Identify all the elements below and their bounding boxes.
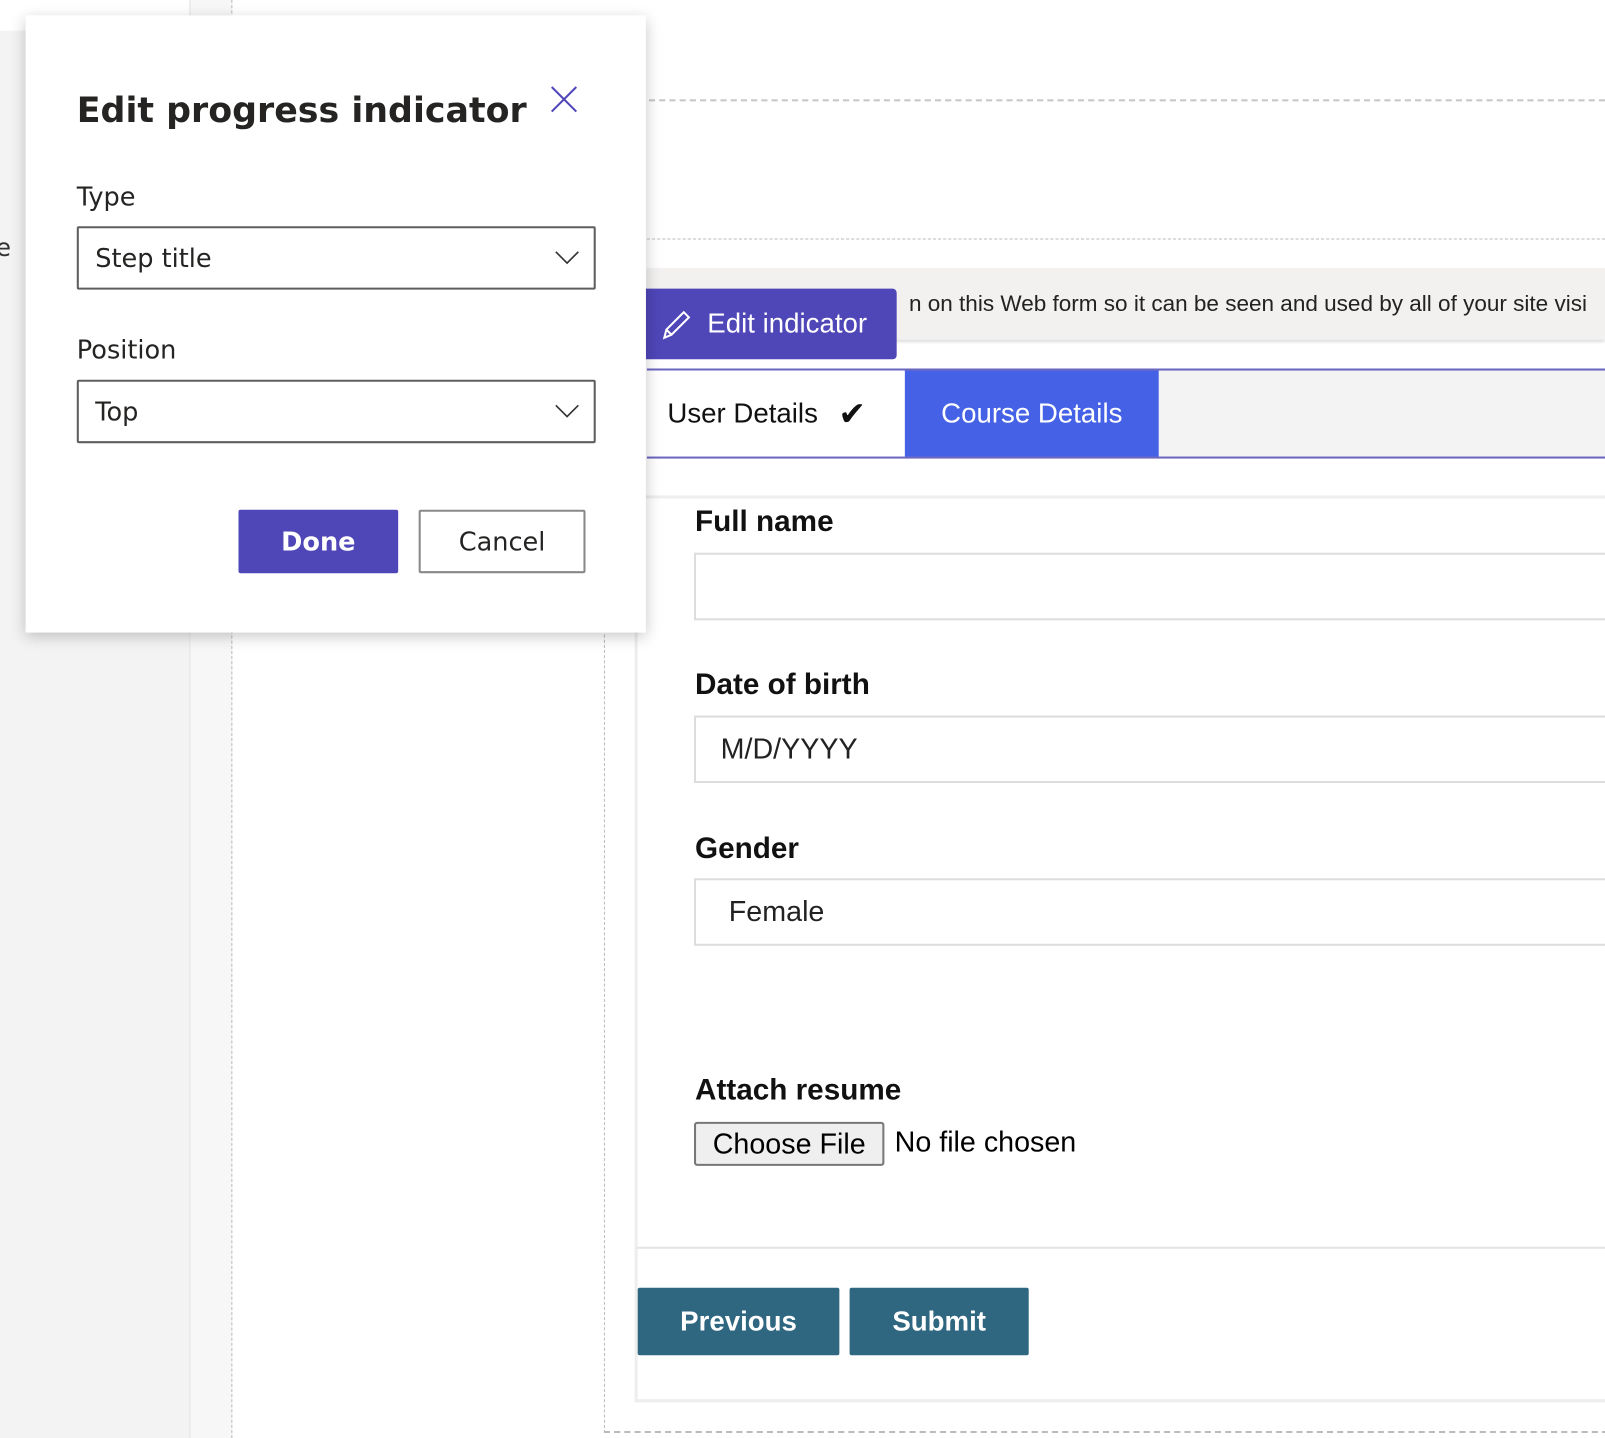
step-user-details[interactable]: User Details ✔ [646, 370, 905, 457]
step-label: Course Details [941, 397, 1123, 429]
choose-file-button[interactable]: Choose File [694, 1121, 885, 1166]
close-icon [550, 86, 578, 113]
edit-indicator-label: Edit indicator [707, 308, 868, 339]
chevron-down-icon [555, 404, 579, 418]
done-button[interactable]: Done [238, 509, 399, 574]
step-label: User Details [667, 397, 818, 429]
progress-indicator: User Details ✔ Course Details [646, 368, 1605, 459]
section-divider [648, 99, 1605, 102]
chevron-down-icon [555, 251, 579, 265]
dob-label: Date of birth [695, 668, 870, 702]
type-label: Type [76, 182, 136, 212]
gender-label: Gender [695, 832, 799, 865]
cancel-button[interactable]: Cancel [418, 509, 586, 574]
position-value: Top [95, 396, 139, 427]
dob-input[interactable]: M/D/YYYY [694, 715, 1605, 784]
info-banner-text: n on this Web form so it can be seen and… [908, 290, 1587, 317]
pencil-icon [662, 310, 691, 340]
full-name-input[interactable] [694, 552, 1605, 621]
previous-button[interactable]: Previous [637, 1287, 840, 1356]
step-course-details[interactable]: Course Details [904, 370, 1159, 457]
dialog-title: Edit progress indicator [76, 90, 527, 132]
position-label: Position [76, 334, 177, 365]
section-divider [646, 238, 1605, 240]
form-container [634, 495, 1605, 1403]
left-panel-text: e [0, 233, 11, 262]
position-dropdown[interactable]: Top [76, 379, 596, 444]
edit-indicator-button[interactable]: Edit indicator [645, 288, 897, 360]
type-dropdown[interactable]: Step title [76, 226, 596, 290]
checkmark-icon: ✔ [838, 395, 866, 432]
file-status: No file chosen [894, 1125, 1077, 1158]
edit-progress-indicator-dialog: Edit progress indicator Type Step title … [25, 15, 646, 633]
resume-label: Attach resume [695, 1073, 902, 1107]
submit-button[interactable]: Submit [849, 1287, 1029, 1356]
full-name-label: Full name [695, 505, 834, 539]
gender-select[interactable]: Female [694, 878, 1605, 946]
type-value: Step title [95, 243, 212, 273]
close-button[interactable] [548, 83, 581, 116]
section-outline [603, 634, 1605, 1434]
form-divider [636, 1246, 1605, 1249]
